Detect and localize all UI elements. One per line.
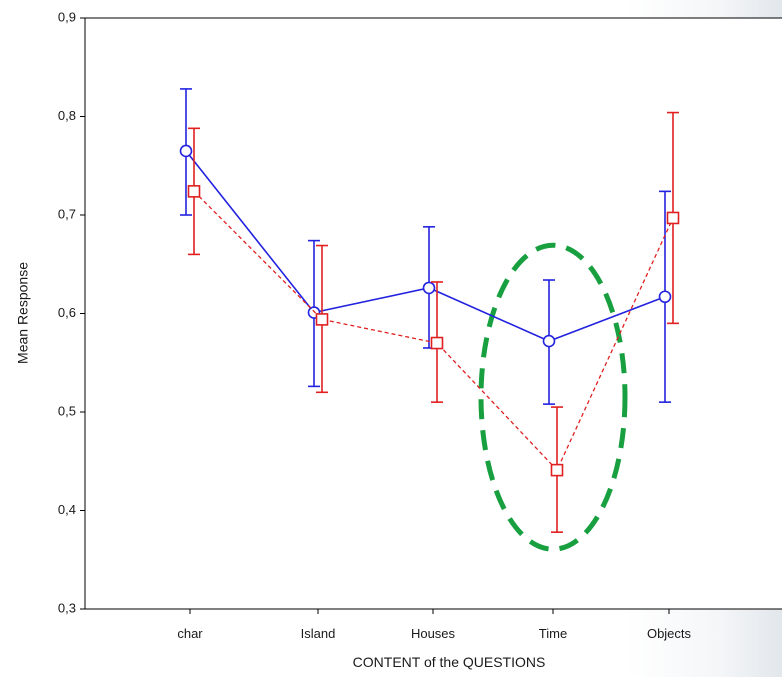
x-tick-label: Houses bbox=[411, 626, 456, 641]
data-point bbox=[187, 185, 201, 198]
y-tick-label: 0,9 bbox=[58, 9, 76, 24]
y-tick-label: 0,8 bbox=[58, 108, 76, 123]
x-axis: char Island Houses Time Objects bbox=[177, 609, 692, 641]
y-tick-label: 0,7 bbox=[58, 206, 76, 221]
series-2 bbox=[187, 111, 680, 533]
data-point bbox=[422, 281, 436, 295]
y-tick-label: 0,3 bbox=[58, 600, 76, 615]
data-point bbox=[430, 336, 444, 350]
x-tick-label: Island bbox=[301, 626, 336, 641]
y-axis-label: Mean Response bbox=[15, 262, 31, 364]
data-point bbox=[658, 290, 672, 304]
series-layer bbox=[179, 88, 680, 533]
data-point bbox=[542, 334, 556, 348]
y-tick-label: 0,4 bbox=[58, 502, 76, 517]
x-axis-label: CONTENT of the QUESTIONS bbox=[353, 654, 546, 670]
x-tick-label: Objects bbox=[647, 626, 692, 641]
series-1 bbox=[179, 88, 672, 405]
y-tick-label: 0,5 bbox=[58, 403, 76, 418]
plot-area-background bbox=[85, 18, 782, 609]
annotations bbox=[478, 242, 628, 552]
y-tick-label: 0,6 bbox=[58, 305, 76, 320]
y-axis: 0,3 0,4 0,5 0,6 0,7 0,8 0,9 bbox=[58, 9, 85, 615]
series-line bbox=[193, 190, 674, 472]
data-point bbox=[179, 144, 193, 158]
data-point bbox=[666, 211, 680, 225]
highlight-ellipse bbox=[478, 242, 628, 552]
data-point bbox=[550, 463, 564, 477]
data-point bbox=[315, 313, 329, 326]
x-tick-label: char bbox=[177, 626, 203, 641]
x-tick-label: Time bbox=[539, 626, 567, 641]
